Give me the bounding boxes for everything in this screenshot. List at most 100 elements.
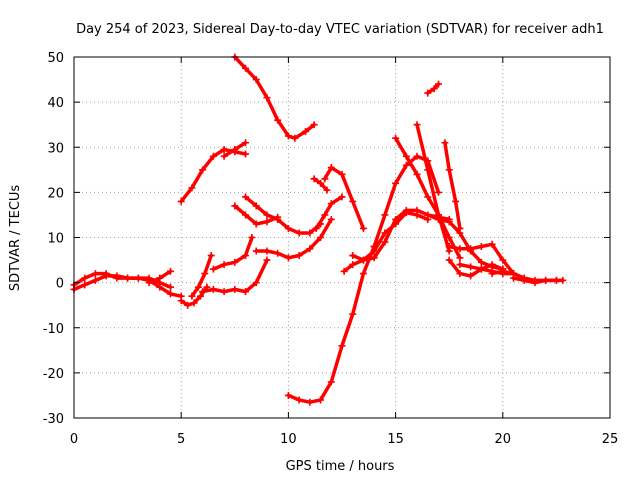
data-point	[370, 254, 378, 262]
data-point	[291, 134, 299, 142]
data-point	[456, 229, 464, 237]
data-point	[166, 283, 174, 291]
data-point	[242, 288, 250, 296]
data-point	[295, 396, 303, 404]
data-point	[381, 238, 389, 246]
series-track-14	[312, 193, 346, 232]
data-point	[488, 270, 496, 278]
x-tick-label: 15	[387, 432, 404, 447]
data-point	[370, 247, 378, 255]
data-point	[166, 267, 174, 275]
data-point	[209, 265, 217, 273]
data-point	[456, 261, 464, 269]
series-track-03	[145, 267, 174, 287]
data-point	[252, 220, 260, 228]
data-point	[188, 292, 196, 300]
data-point	[263, 218, 271, 226]
data-point	[242, 64, 250, 72]
data-point	[477, 258, 485, 266]
data-series	[70, 53, 567, 406]
data-point	[284, 132, 292, 140]
data-point	[349, 310, 357, 318]
data-point	[441, 139, 449, 147]
data-point	[317, 179, 325, 187]
data-point	[359, 224, 367, 232]
series-line	[443, 140, 462, 231]
series-line	[233, 55, 316, 140]
data-point	[392, 179, 400, 187]
data-point	[302, 127, 310, 135]
y-axis-title: SDTVAR / TECUs	[8, 185, 23, 292]
data-point	[317, 396, 325, 404]
data-point	[166, 290, 174, 298]
series-track-07	[209, 234, 256, 273]
data-point	[134, 274, 142, 282]
data-point	[91, 276, 99, 284]
data-point	[190, 299, 198, 307]
data-point	[209, 152, 217, 160]
data-point	[381, 211, 389, 219]
data-point	[220, 288, 228, 296]
series-track-25	[424, 211, 507, 273]
data-point	[434, 215, 442, 223]
data-point	[91, 270, 99, 278]
data-point	[252, 202, 260, 210]
data-point	[242, 139, 250, 147]
data-point	[359, 270, 367, 278]
data-point	[445, 243, 453, 251]
data-point	[430, 85, 438, 93]
data-point	[323, 186, 331, 194]
series-track-13	[252, 215, 335, 262]
data-point	[552, 276, 560, 284]
chart-title: Day 254 of 2023, Sidereal Day-to-day VTE…	[76, 22, 604, 37]
data-point	[349, 252, 357, 260]
data-point	[242, 193, 250, 201]
data-point	[231, 146, 239, 154]
data-point	[338, 193, 346, 201]
x-tick-label: 25	[602, 432, 619, 447]
data-point	[434, 80, 442, 88]
y-tick-label: 20	[47, 186, 64, 201]
y-tick-label: 10	[47, 232, 64, 247]
data-point	[359, 256, 367, 264]
y-tick-label: 40	[47, 96, 64, 111]
series-track-23	[424, 80, 442, 97]
data-point	[452, 197, 460, 205]
data-point	[445, 166, 453, 174]
data-point	[477, 243, 485, 251]
data-point	[477, 265, 485, 273]
data-point	[274, 249, 282, 257]
series-line	[415, 122, 451, 253]
data-point	[445, 256, 453, 264]
data-point	[284, 254, 292, 262]
data-point	[327, 378, 335, 386]
data-point	[402, 206, 410, 214]
series-track-17	[284, 243, 378, 406]
data-point	[349, 261, 357, 269]
data-point	[310, 121, 318, 129]
data-point	[295, 252, 303, 260]
data-point	[81, 281, 89, 289]
data-point	[274, 116, 282, 124]
series-track-06	[199, 256, 271, 296]
data-point	[252, 279, 260, 287]
data-point	[499, 267, 507, 275]
series-track-08	[177, 146, 250, 205]
series-track-10	[231, 53, 318, 142]
data-point	[145, 279, 153, 287]
data-point	[252, 76, 260, 84]
y-axis-ticks: -30 -20 -10 0 10 20 30 40 50	[43, 51, 610, 427]
data-point	[413, 206, 421, 214]
y-tick-label: 50	[47, 51, 64, 66]
series-track-16	[321, 164, 367, 232]
data-point	[456, 270, 464, 278]
data-point	[263, 247, 271, 255]
data-point	[177, 297, 185, 305]
data-point	[327, 164, 335, 172]
data-point	[220, 152, 228, 160]
data-point	[424, 211, 432, 219]
data-point	[231, 202, 239, 210]
data-point	[392, 215, 400, 223]
data-point	[510, 274, 518, 282]
series-track-05	[188, 252, 215, 300]
